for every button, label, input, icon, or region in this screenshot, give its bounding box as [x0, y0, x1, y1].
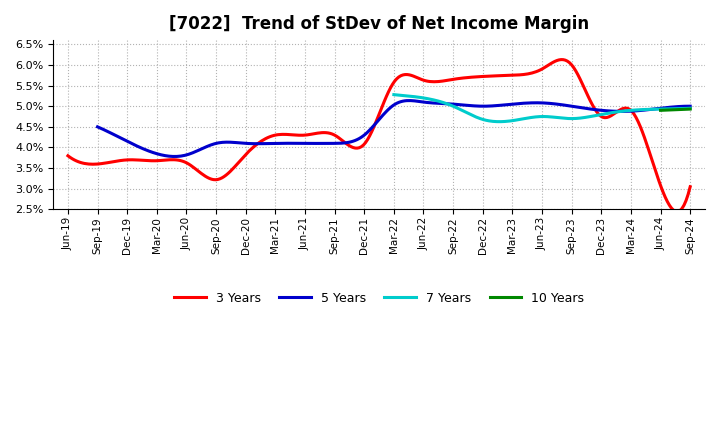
10 Years	[686, 106, 695, 112]
5 Years	[95, 125, 104, 130]
3 Years	[630, 111, 639, 117]
7 Years	[686, 106, 695, 111]
7 Years	[659, 106, 667, 112]
7 Years	[390, 92, 398, 97]
5 Years	[450, 102, 459, 107]
5 Years	[448, 102, 456, 107]
Line: 5 Years: 5 Years	[97, 101, 690, 157]
Line: 7 Years: 7 Years	[394, 95, 690, 122]
Line: 3 Years: 3 Years	[68, 59, 690, 212]
3 Years	[434, 79, 443, 84]
7 Years	[390, 92, 399, 97]
10 Years	[656, 108, 665, 113]
3 Years	[590, 106, 599, 111]
7 Years	[572, 116, 580, 121]
3 Years	[66, 154, 74, 160]
5 Years	[597, 108, 606, 113]
5 Years	[93, 124, 102, 129]
3 Years	[432, 79, 441, 84]
Legend: 3 Years, 5 Years, 7 Years, 10 Years: 3 Years, 5 Years, 7 Years, 10 Years	[169, 287, 589, 310]
7 Years	[640, 107, 649, 112]
5 Years	[460, 103, 469, 108]
7 Years	[567, 116, 575, 121]
5 Years	[634, 108, 643, 113]
5 Years	[405, 98, 413, 103]
3 Years	[686, 184, 695, 189]
7 Years	[566, 116, 575, 121]
3 Years	[673, 209, 682, 214]
3 Years	[444, 77, 453, 83]
Line: 10 Years: 10 Years	[660, 109, 690, 110]
3 Years	[63, 153, 72, 158]
7 Years	[495, 119, 503, 125]
Title: [7022]  Trend of StDev of Net Income Margin: [7022] Trend of StDev of Net Income Marg…	[169, 15, 589, 33]
5 Years	[686, 103, 695, 109]
3 Years	[557, 57, 565, 62]
5 Years	[171, 154, 179, 159]
